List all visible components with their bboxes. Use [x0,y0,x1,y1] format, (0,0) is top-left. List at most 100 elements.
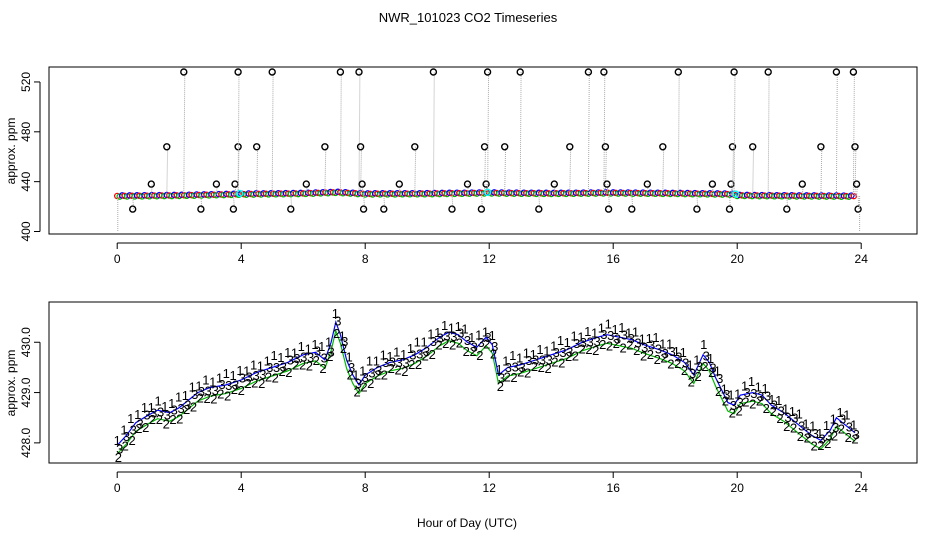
outlier-point [832,68,841,76]
outlier-point [798,180,806,188]
series-2-marker: 2 [531,359,538,374]
series-1-marker: 1 [134,407,141,422]
series-2-marker: 2 [783,419,790,434]
outlier-connector [835,71,838,197]
series-2-marker: 2 [469,344,476,359]
series-3-marker: 3 [477,335,484,350]
series-1-marker: 1 [482,324,489,339]
series-1-marker: 1 [748,374,755,389]
series-1-marker: 1 [673,344,680,359]
series-3-marker: 3 [287,352,294,367]
series-1-marker: 1 [154,394,161,409]
outlier-point [358,180,366,188]
series-3-marker: 3 [614,331,621,346]
series-2-marker: 2 [333,326,340,341]
series-1-marker: 1 [182,388,189,403]
series-3-marker: 3 [825,428,832,443]
series-2-marker: 2 [729,405,736,420]
outlier-point [180,68,188,76]
series-2-marker: 2 [851,431,858,446]
series-3-marker: 3 [668,344,675,359]
series-3-marker: 3 [321,350,328,365]
series-3-marker: 3 [327,344,334,359]
series-3-marker: 3 [334,313,341,328]
series-1-marker: 1 [475,328,482,343]
outlier-point [708,180,717,188]
series-3-marker: 3 [682,356,689,371]
bottom-marks: 1231231231231231231231231231231231231231… [114,306,860,465]
series-3-marker: 3 [525,353,532,368]
top-y-tick-label: 520 [19,72,33,92]
series-1-marker: 1 [605,316,612,331]
series-2-marker: 2 [258,376,265,391]
series-2-marker: 2 [667,356,674,371]
outlier-connector [604,146,607,193]
series-2-marker: 2 [538,360,545,375]
figure-title: NWR_101023 CO2 Timeseries [379,10,558,25]
outlier-connector [608,192,610,210]
series-1-marker: 1 [441,318,448,333]
series-2-marker: 2 [367,376,374,391]
bottom-x-tick-label: 8 [362,481,369,495]
bottom-y-tick-label: 429.0 [19,377,33,407]
series-1-marker: 1 [816,426,823,441]
series-3-line [116,320,856,446]
series-3-marker: 3 [198,384,205,399]
series-2-marker: 2 [722,394,729,409]
outlier-point [817,143,825,151]
series-1-marker: 1 [836,405,843,420]
series-2-marker: 2 [606,339,613,354]
series-2-marker: 2 [674,356,681,371]
series-2-marker: 2 [442,336,449,351]
outlier-connector [432,71,435,194]
series-3-marker: 3 [341,334,348,349]
series-3-marker: 3 [266,360,273,375]
series-1-marker: 1 [352,367,359,382]
series-1-marker: 1 [646,331,653,346]
series-2-marker: 2 [735,404,742,419]
outlier-connector [538,193,541,210]
series-2-marker: 2 [579,341,586,356]
series-2-marker: 2 [613,336,620,351]
series-3-marker: 3 [812,426,819,441]
series-3-marker: 3 [750,386,757,401]
series-3-marker: 3 [846,419,853,434]
outlier-connector [414,146,417,194]
series-3-marker: 3 [559,345,566,360]
series-3-marker: 3 [396,355,403,370]
series-2-marker: 2 [135,421,142,436]
series-1-marker: 1 [434,325,441,340]
series-1-marker: 1 [550,339,557,354]
series-3-marker: 3 [300,350,307,365]
series-1-marker: 1 [407,341,414,356]
series-2-line [116,328,856,455]
series-1-marker: 1 [380,348,387,363]
series-1-marker: 1 [768,392,775,407]
series-1-marker: 1 [223,366,230,381]
series-2-marker: 2 [640,349,647,364]
series-2-marker: 2 [463,344,470,359]
series-2-marker: 2 [326,349,333,364]
series-3-marker: 3 [177,401,184,416]
series-3-marker: 3 [246,369,253,384]
bottom-plot-frame [48,301,918,464]
series-3-marker: 3 [382,355,389,370]
series-2-marker: 2 [306,358,313,373]
bottom-x-tick-label: 4 [238,481,245,495]
outlier-connector [606,184,609,193]
series-1-marker: 1 [625,326,632,341]
series-3-marker: 3 [484,330,491,345]
series-3-marker: 3 [491,339,498,354]
outlier-point [147,180,156,188]
series-2-marker: 2 [572,349,579,364]
series-1-marker: 1 [570,329,577,344]
series-1-marker: 1 [489,328,496,343]
series-1-marker: 1 [318,339,325,354]
series-1-marker: 1 [734,387,741,402]
series-3-marker: 3 [573,336,580,351]
top-axes: 0 4 8 12 16 20 24 400 440 480 520 [19,72,868,266]
series-3-marker: 3 [416,346,423,361]
series-2-marker: 2 [347,368,354,383]
outlier-connector [237,71,240,195]
